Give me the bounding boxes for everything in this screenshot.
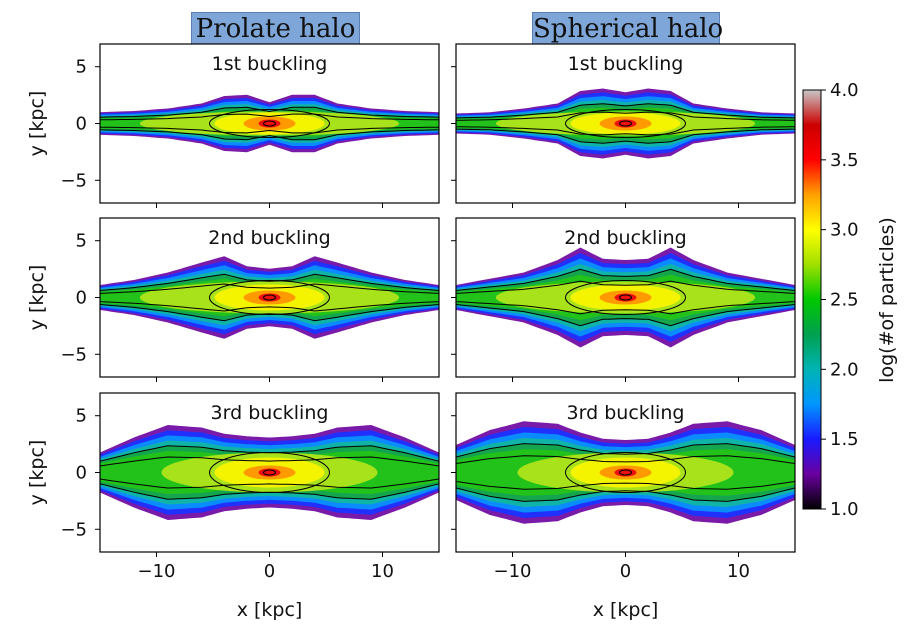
colorbar-ticks: 4.0 3.5 3.0 2.5 2.0 1.5 1.0: [821, 80, 859, 520]
contour-line: [619, 294, 632, 301]
contour-line: [456, 443, 795, 502]
contour-line: [263, 469, 276, 476]
panel-density: [456, 218, 795, 377]
panel-density-inner: [100, 218, 439, 377]
contour-line: [209, 452, 330, 493]
colorbar-tick-label: 2.5: [830, 290, 859, 311]
contour-line: [209, 280, 330, 315]
y-tick-label: 5: [76, 57, 87, 78]
colorbar-tick-label: 2.0: [830, 359, 859, 380]
contour-line: [209, 109, 330, 138]
panel: 3rd buckling −10 0 10: [451, 392, 796, 582]
panel-density-inner: [456, 44, 795, 203]
density-core-red: [614, 293, 637, 302]
x-tick-label: 10: [727, 561, 750, 582]
colorbar: 4.0 3.5 3.0 2.5 2.0 1.5 1.0 log(#of particles): [802, 80, 898, 520]
colorbar-tick-label: 1.5: [830, 429, 859, 450]
colorbar-label: log(#of particles): [876, 217, 898, 383]
y-axis-label: y [kpc]: [26, 91, 48, 157]
panel-label: 3rd buckling: [211, 402, 329, 424]
panel-density-inner: [100, 393, 439, 552]
panel: 3rd buckling 5 0 −5 −10 0 10 y [kpc]: [26, 392, 440, 582]
contour-line: [263, 294, 276, 301]
contour-line: [100, 113, 439, 134]
panel-density-inner: [456, 393, 795, 552]
contour-line: [100, 283, 439, 312]
colorbar-bar: [802, 89, 822, 510]
colorbar-tick-label: 4.0: [830, 80, 859, 101]
colorbar-tick-label: 3.0: [830, 220, 859, 241]
contour-line: [619, 469, 632, 476]
x-tick-label: −10: [494, 561, 532, 582]
contour-line: [565, 280, 686, 315]
panel-label: 2nd buckling: [564, 227, 686, 249]
y-tick-label: −5: [60, 344, 87, 365]
colorbar-tick-label: 3.5: [830, 150, 859, 171]
panels-group: 1st buckling 5 0 −5 y [kpc] 1st buckling 2nd b…: [26, 43, 796, 582]
y-axis-label: y [kpc]: [26, 440, 48, 506]
y-tick-label: 5: [76, 231, 87, 252]
panel-label: 3rd buckling: [567, 402, 685, 424]
y-tick-label: 0: [76, 288, 87, 309]
contour-line: [565, 452, 686, 493]
contour-line: [263, 120, 276, 127]
density-core-red: [258, 468, 281, 477]
panel: 1st buckling 5 0 −5 y [kpc]: [26, 43, 440, 208]
y-tick-label: 0: [76, 114, 87, 135]
x-axis-label-left: x [kpc]: [237, 599, 303, 621]
y-tick-label: 0: [76, 463, 87, 484]
panel: 1st buckling: [451, 43, 796, 208]
contour-line: [100, 445, 439, 500]
contour-line: [456, 268, 795, 327]
x-tick-label: 0: [620, 561, 631, 582]
x-axis-label-right: x [kpc]: [593, 599, 659, 621]
panel-density: [456, 44, 795, 203]
density-core-red: [258, 293, 281, 302]
y-tick-label: 5: [76, 406, 87, 427]
panel-density: [100, 218, 439, 377]
y-axis-label: y [kpc]: [26, 265, 48, 331]
panel-density: [100, 44, 439, 203]
panel-density: [456, 393, 795, 552]
contour-line: [456, 280, 795, 315]
panel: 2nd buckling: [451, 217, 796, 382]
density-core-red: [614, 119, 637, 128]
x-tick-label: 0: [264, 561, 275, 582]
contour-line: [456, 455, 795, 490]
y-tick-label: −5: [60, 519, 87, 540]
panel-label: 2nd buckling: [208, 227, 330, 249]
panel-density-inner: [100, 44, 439, 203]
panel-label: 1st buckling: [568, 53, 684, 75]
contour-line: [100, 273, 439, 322]
contour-line: [456, 111, 795, 136]
panel: 2nd buckling 5 0 −5 y [kpc]: [26, 217, 440, 382]
contour-line: [456, 103, 795, 144]
y-tick-label: −5: [60, 170, 87, 191]
x-tick-label: −10: [138, 561, 176, 582]
colorbar-tick-label: 1.0: [830, 499, 859, 520]
density-core-red: [258, 119, 281, 128]
contour-line: [100, 106, 439, 141]
x-tick-label: 10: [371, 561, 394, 582]
column-title-prolate: Prolate halo: [191, 12, 360, 46]
panel-density: [100, 393, 439, 552]
panel-label: 1st buckling: [212, 53, 328, 75]
contour-line: [100, 456, 439, 489]
density-core-red: [614, 468, 637, 477]
contour-line: [619, 120, 632, 127]
contour-line: [565, 109, 686, 138]
panel-density-inner: [456, 218, 795, 377]
